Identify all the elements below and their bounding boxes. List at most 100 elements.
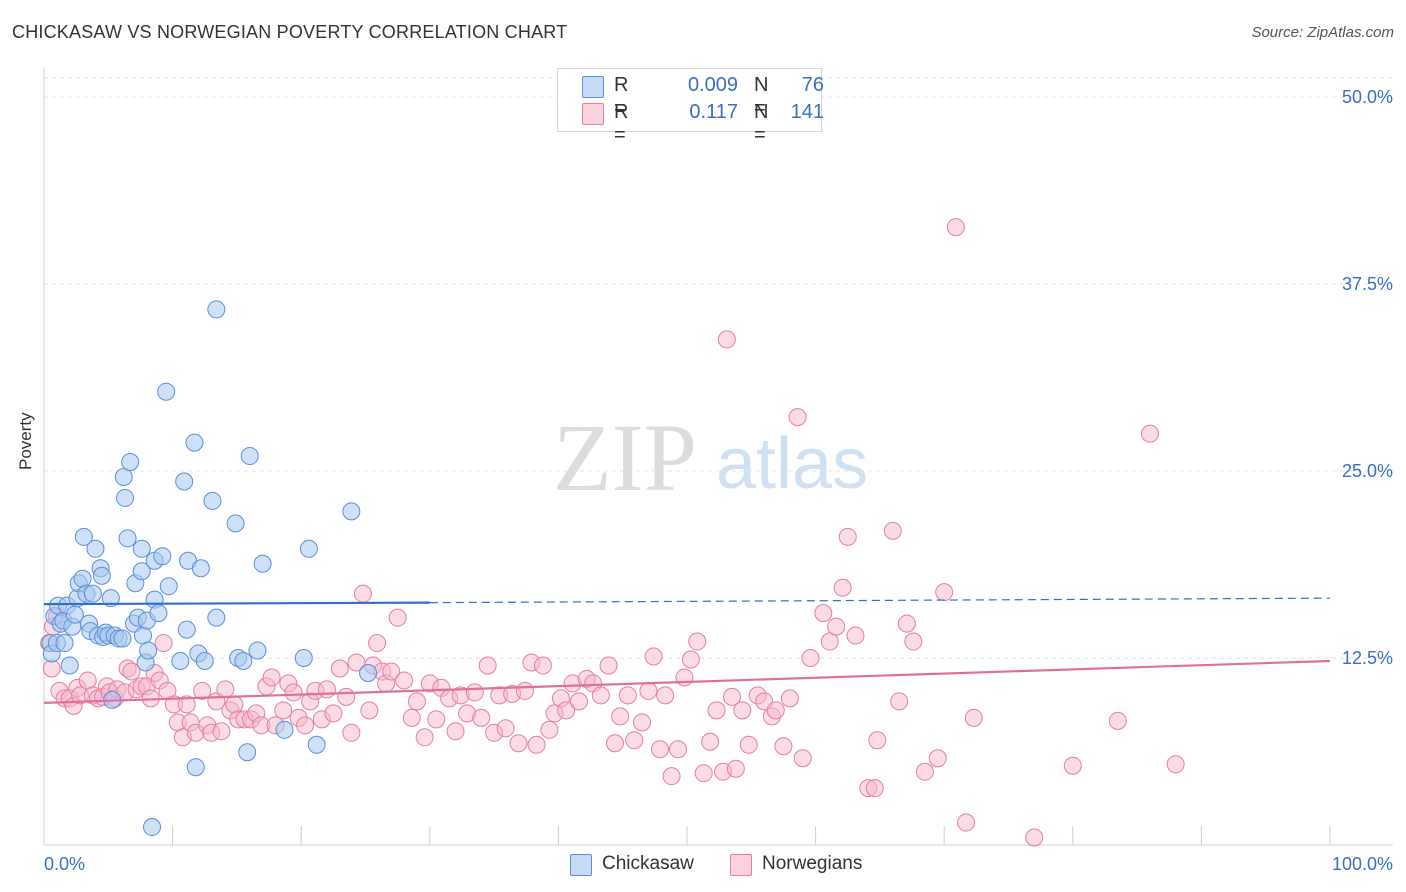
norwegians-point xyxy=(353,584,372,603)
y-tick-label: 50.0% xyxy=(1342,87,1393,107)
norwegians-point xyxy=(632,713,651,732)
norwegians-point xyxy=(935,583,954,602)
chickasaw-point xyxy=(234,651,253,670)
norwegians-point xyxy=(726,759,745,778)
chickasaw-point xyxy=(226,514,245,533)
r-label: R = xyxy=(614,74,629,119)
norwegians-point xyxy=(644,647,663,666)
norwegians-point xyxy=(611,707,630,726)
norwegians-point xyxy=(656,686,675,705)
chickasaw-swatch xyxy=(582,76,604,98)
norwegians-point xyxy=(717,330,736,349)
norwegians-point xyxy=(382,662,401,681)
y-tick-label: 12.5% xyxy=(1342,648,1393,668)
norwegians-point xyxy=(342,723,361,742)
norwegians-point xyxy=(478,656,497,675)
norwegians-point xyxy=(509,734,528,753)
norwegians-point xyxy=(446,722,465,741)
chickasaw-point xyxy=(299,539,318,558)
x-tick-label: 0.0% xyxy=(44,854,85,874)
norwegians-point xyxy=(515,681,534,700)
norwegians-point xyxy=(605,734,624,753)
norwegians-point xyxy=(177,695,196,714)
norwegians-point xyxy=(330,659,349,678)
norwegians-point xyxy=(739,735,758,754)
chickasaw-point xyxy=(86,539,105,558)
norwegians-point xyxy=(801,649,820,667)
norwegians-point xyxy=(868,731,887,750)
norwegians-point xyxy=(284,683,303,702)
norwegians-point xyxy=(533,656,552,675)
chickasaw-point xyxy=(191,559,210,578)
chickasaw-point xyxy=(195,651,214,670)
norwegians-point xyxy=(915,762,934,781)
norwegians-point xyxy=(465,683,484,702)
n-label: N = xyxy=(754,74,769,119)
chickasaw-point xyxy=(132,539,151,558)
norwegians-point xyxy=(701,732,720,751)
chickasaw-point xyxy=(101,589,120,608)
norwegians-point xyxy=(591,686,610,705)
norwegians-point xyxy=(897,614,916,633)
norwegians-point xyxy=(407,692,426,711)
norwegians-point xyxy=(793,749,812,768)
tick-labels: 12.5% 25.0% 37.5% 50.0% 0.0% 100.0% xyxy=(44,87,1393,874)
norwegians-point xyxy=(890,692,909,711)
chickasaw-point xyxy=(134,626,153,645)
norwegians-point xyxy=(838,527,857,546)
norwegians-point xyxy=(427,710,446,729)
norwegians-point xyxy=(154,634,173,653)
norwegians-point xyxy=(1025,828,1044,847)
norwegians-point xyxy=(1063,756,1082,775)
norwegians-point xyxy=(1108,711,1127,730)
norwegians-point xyxy=(395,671,414,690)
norwegians-point xyxy=(324,704,343,723)
norwegians-point xyxy=(216,680,235,699)
chickasaw-swatch xyxy=(570,854,592,876)
chickasaw-point xyxy=(159,577,178,596)
chickasaw-points xyxy=(41,300,378,837)
norwegians-point xyxy=(42,659,61,678)
n-label: N = xyxy=(754,101,769,146)
chickasaw-point xyxy=(185,433,204,452)
chart-title: CHICKASAW VS NORWEGIAN POVERTY CORRELATI… xyxy=(12,22,568,42)
chickasaw-point xyxy=(114,467,133,486)
norwegians-points xyxy=(40,218,1185,847)
chickasaw-point xyxy=(132,562,151,581)
chickasaw-point xyxy=(74,527,93,546)
norwegians-point xyxy=(681,650,700,669)
chickasaw-point xyxy=(359,663,378,682)
chickasaw-point xyxy=(118,529,137,548)
norwegians-point xyxy=(618,686,637,705)
norwegians-point xyxy=(557,701,576,720)
legend-label-norwegians: Norwegians xyxy=(762,853,863,874)
norwegians-point xyxy=(225,695,244,714)
y-tick-label: 37.5% xyxy=(1342,274,1393,294)
chickasaw-point xyxy=(153,547,172,566)
norwegians-point xyxy=(957,813,976,832)
norwegians-point xyxy=(639,681,658,700)
norwegians-point xyxy=(527,735,546,754)
chickasaw-point xyxy=(143,818,162,837)
chickasaw-point xyxy=(203,491,222,510)
chickasaw-point xyxy=(207,608,226,627)
norwegians-point xyxy=(707,701,726,720)
chickasaw-point xyxy=(157,382,176,401)
norwegians-point xyxy=(814,604,833,623)
norwegians-point xyxy=(193,681,212,700)
gridlines xyxy=(44,77,1393,659)
norwegians-point xyxy=(317,680,336,699)
r-label: R = xyxy=(614,101,629,146)
norwegians-point xyxy=(865,779,884,798)
norwegians-point xyxy=(883,521,902,540)
source-credit: Source: ZipAtlas.com xyxy=(1251,24,1394,41)
norwegians-point xyxy=(360,701,379,720)
chickasaw-point xyxy=(175,472,194,491)
norwegians-point xyxy=(388,608,407,627)
norwegians-point xyxy=(928,749,947,768)
chickasaw-point xyxy=(139,641,158,660)
norwegians-point xyxy=(122,662,141,681)
chickasaw-point xyxy=(60,656,79,675)
norwegians-point xyxy=(415,728,434,747)
